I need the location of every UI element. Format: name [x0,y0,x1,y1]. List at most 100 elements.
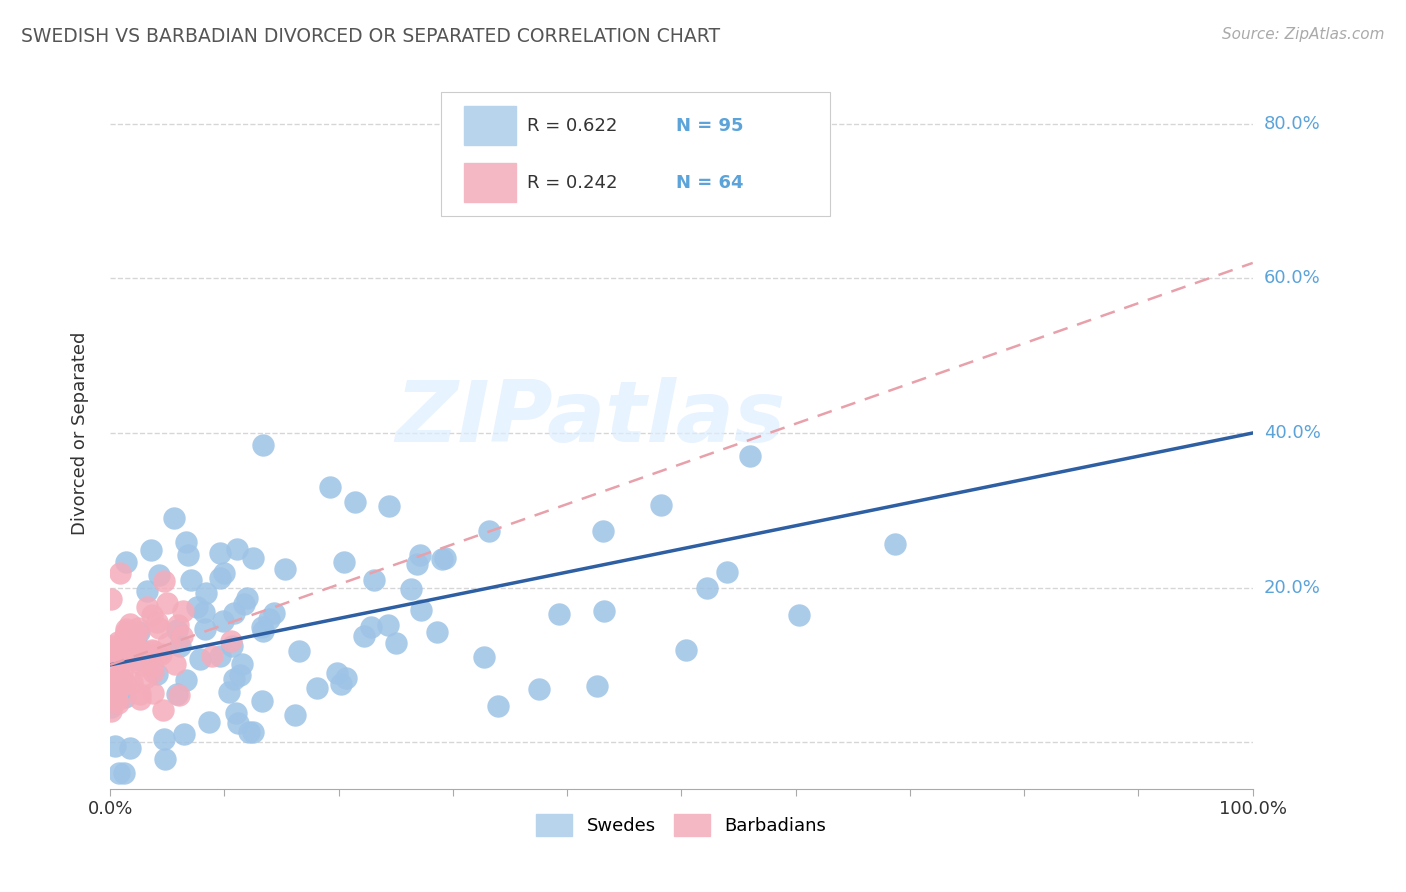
Point [111,678,134,692]
Text: N = 95: N = 95 [676,117,744,135]
Point [344,495,367,509]
Point [478,524,501,538]
Point [142,665,165,679]
Point [174,534,197,549]
Point [114,629,136,643]
Point [305,681,328,695]
Point [284,708,307,723]
Point [115,625,138,640]
Point [105,674,128,689]
Point [148,567,170,582]
Legend: Swedes, Barbadians: Swedes, Barbadians [529,807,834,844]
Point [100,700,122,714]
Point [156,596,179,610]
Point [148,621,170,635]
Point [115,622,138,636]
Point [257,611,280,625]
Point [263,606,285,620]
Point [194,622,217,636]
Text: N = 64: N = 64 [676,174,744,192]
Point [139,543,162,558]
Point [170,629,193,643]
Point [405,557,427,571]
Point [152,703,174,717]
Point [166,687,188,701]
Point [222,607,245,621]
Point [142,644,165,658]
Point [112,766,135,780]
Point [128,642,150,657]
Point [104,739,127,753]
Point [122,652,145,666]
Point [180,574,202,588]
Point [212,615,235,629]
Point [319,480,342,494]
Point [128,652,150,666]
Point [118,741,141,756]
Point [112,648,135,662]
Point [409,548,432,562]
Point [231,657,253,672]
Text: Source: ZipAtlas.com: Source: ZipAtlas.com [1222,27,1385,42]
Point [172,605,194,619]
Point [107,635,129,649]
Point [242,551,264,566]
Point [110,654,132,668]
Point [107,669,129,683]
Point [650,498,672,512]
Point [214,566,236,580]
Point [129,692,152,706]
Point [141,643,163,657]
Point [188,652,211,666]
Point [236,591,259,606]
Point [105,693,128,707]
Point [586,679,609,693]
Point [100,643,122,657]
Point [100,591,122,606]
Point [136,584,159,599]
Text: 40.0%: 40.0% [1264,424,1320,442]
Point [884,537,907,551]
Text: 20.0%: 20.0% [1264,579,1320,597]
Point [353,629,375,643]
Point [111,645,134,659]
Point [111,642,134,657]
Point [716,565,738,579]
Point [224,672,246,686]
Point [250,620,273,634]
Point [221,640,243,654]
Point [226,542,249,557]
Point [146,666,169,681]
Text: 80.0%: 80.0% [1264,115,1320,133]
Point [384,636,406,650]
Point [149,647,172,661]
Text: R = 0.622: R = 0.622 [527,117,617,135]
Point [593,604,616,618]
Point [696,581,718,595]
Point [146,615,169,630]
Point [789,608,811,623]
Point [105,689,128,703]
Point [134,671,156,685]
Point [127,625,149,640]
Point [108,650,131,665]
Point [107,766,129,780]
Point [129,642,152,657]
Point [115,555,138,569]
Y-axis label: Divorced or Separated: Divorced or Separated [72,331,89,534]
Point [128,643,150,657]
Point [399,582,422,596]
Point [107,696,129,710]
Point [219,633,242,648]
Point [186,600,208,615]
Point [108,668,131,682]
Point [131,657,153,672]
Point [486,699,509,714]
Point [193,605,215,619]
Point [330,677,353,691]
Point [194,586,217,600]
Point [288,644,311,658]
Point [430,552,453,566]
Point [197,714,219,729]
Point [100,639,122,653]
